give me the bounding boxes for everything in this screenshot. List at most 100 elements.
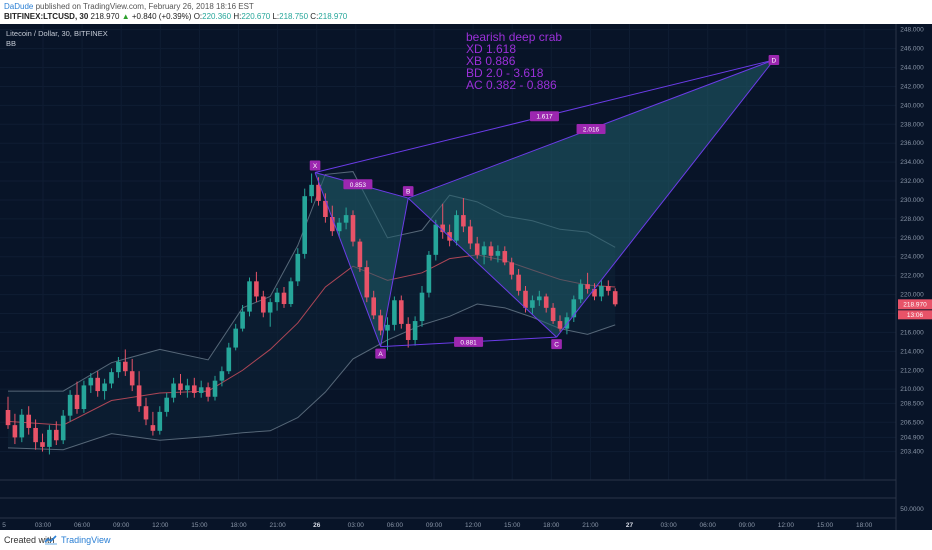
candle-body-down xyxy=(123,361,128,372)
candle-body-up xyxy=(88,377,94,386)
change-text: +0.840 (+0.39%) xyxy=(131,12,192,21)
tradingview-logo-icon xyxy=(44,535,57,545)
chart-header: DaDude published on TradingView.com, Feb… xyxy=(0,0,932,24)
price-tick-label: 230.000 xyxy=(900,197,924,204)
price-tick-label: 234.000 xyxy=(900,159,924,166)
candle-body-down xyxy=(192,385,197,393)
publish-info: DaDude published on TradingView.com, Feb… xyxy=(4,2,254,12)
candle-body-up xyxy=(571,299,577,318)
point-a-label-box xyxy=(375,348,386,359)
candle-body-up xyxy=(67,394,73,416)
candle-body-down xyxy=(5,409,11,426)
candle-body-down xyxy=(40,442,45,447)
price-tick-label: 214.000 xyxy=(900,348,924,355)
price-tick-label: 203.400 xyxy=(900,449,924,456)
time-tick-label: 18:00 xyxy=(543,522,560,529)
pattern-text-line: XD 1.618 xyxy=(466,42,516,56)
ratio-ac-label: 0.881 xyxy=(460,339,477,346)
candle-body-up xyxy=(385,324,390,331)
price-tick-label: 248.000 xyxy=(900,27,924,34)
candle-body-down xyxy=(254,281,259,297)
close-label: C: xyxy=(310,12,319,21)
legend-title: Litecoin / Dollar, 30, BITFINEX xyxy=(6,29,108,38)
candle-body-up xyxy=(599,286,604,297)
candle-body-down xyxy=(543,296,549,308)
time-tick-label: 15:00 xyxy=(817,522,834,529)
price-tick-label: 246.000 xyxy=(900,46,924,53)
candle-body-down xyxy=(405,323,411,340)
candle-body-up xyxy=(426,254,432,293)
ratio-xd-label-box xyxy=(529,111,559,122)
candle-body-up xyxy=(454,215,459,241)
price-tick-label: 210.000 xyxy=(900,386,924,393)
price-tick-label: 208.500 xyxy=(900,400,924,407)
last-price-text: 218.970 xyxy=(90,12,120,21)
candle-body-down xyxy=(364,267,370,298)
countdown-label: 13:06 xyxy=(907,312,924,319)
candle-body-down xyxy=(150,425,156,431)
point-c-label: C xyxy=(554,342,559,349)
candle-body-down xyxy=(523,290,528,308)
time-tick-label: 18:00 xyxy=(856,522,873,529)
candle-body-down xyxy=(350,215,356,242)
candle-body-down xyxy=(143,406,149,420)
created-with-text: Created with xyxy=(4,535,55,545)
candle-body-up xyxy=(198,387,204,393)
time-tick-label: 03:00 xyxy=(348,522,365,529)
candle-body-down xyxy=(378,315,383,331)
chart-svg[interactable]: X A B C D 0.853 0.881 1.617 2.016 248.000 246.000… xyxy=(0,24,932,530)
low-label: L: xyxy=(272,12,280,21)
price-axis-labels: 248.000 246.000 244.000 242.000 240.000 238.0… xyxy=(900,27,924,456)
point-c-label-box xyxy=(551,339,562,350)
author-link[interactable]: DaDude xyxy=(4,2,34,11)
time-tick-label: 15:00 xyxy=(191,522,208,529)
candle-body-up xyxy=(274,292,280,303)
countdown-box xyxy=(898,310,932,320)
price-tick-label: 240.000 xyxy=(900,102,924,109)
price-tick-label: 222.000 xyxy=(900,273,924,280)
time-tick-label: 27 xyxy=(626,522,634,529)
candle-body-up xyxy=(302,196,307,254)
ratio-bd-label: 2.016 xyxy=(583,127,600,134)
price-tick-label: 242.000 xyxy=(900,83,924,90)
candle-body-up xyxy=(60,415,66,441)
candle-body-up xyxy=(164,397,169,412)
point-b-label: B xyxy=(406,189,410,196)
price-tick-label: 238.000 xyxy=(900,121,924,128)
candle-body-up xyxy=(336,222,342,232)
candle-body-up xyxy=(288,281,294,305)
time-tick-label: 03:00 xyxy=(35,522,52,529)
candle-body-down xyxy=(461,215,466,227)
candle-body-up xyxy=(564,317,570,329)
time-tick-label: 09:00 xyxy=(739,522,756,529)
lower-pane-label-group: 50.0000 xyxy=(900,506,924,513)
candle-body-up xyxy=(530,300,535,308)
chart-area[interactable]: X A B C D 0.853 0.881 1.617 2.016 248.000 246.000… xyxy=(0,24,932,530)
ratio-bd-label-box xyxy=(576,124,606,135)
open-label: O: xyxy=(193,12,203,21)
legend-indicator[interactable]: BB xyxy=(6,39,16,48)
ratio-xd-label: 1.617 xyxy=(536,114,553,121)
candle-body-down xyxy=(557,321,563,329)
time-tick-label: 09:00 xyxy=(113,522,130,529)
brand-link[interactable]: TradingView xyxy=(61,535,111,545)
time-tick-label: 18:00 xyxy=(230,522,247,529)
candle-body-up xyxy=(343,215,349,223)
change-up-icon: ▲ xyxy=(121,12,130,21)
harmonic-pattern[interactable]: X A B C D 0.853 0.881 1.617 2.016 xyxy=(309,54,780,359)
time-tick-label-edge: 5 xyxy=(2,522,6,529)
ab-line xyxy=(380,197,409,347)
candle-body-down xyxy=(371,297,376,316)
candle-body-down xyxy=(592,288,597,297)
candle-body-up xyxy=(116,361,121,373)
ratio-xb-label: 0.853 xyxy=(350,182,367,189)
bc-line xyxy=(407,197,557,338)
last-price-box xyxy=(898,299,932,310)
candle-body-up xyxy=(47,429,52,447)
candle-body-up xyxy=(102,383,107,392)
candle-body-down xyxy=(488,246,494,256)
point-x-label-box xyxy=(309,160,321,171)
candle-body-down xyxy=(261,296,266,313)
candle-body-down xyxy=(502,251,508,263)
